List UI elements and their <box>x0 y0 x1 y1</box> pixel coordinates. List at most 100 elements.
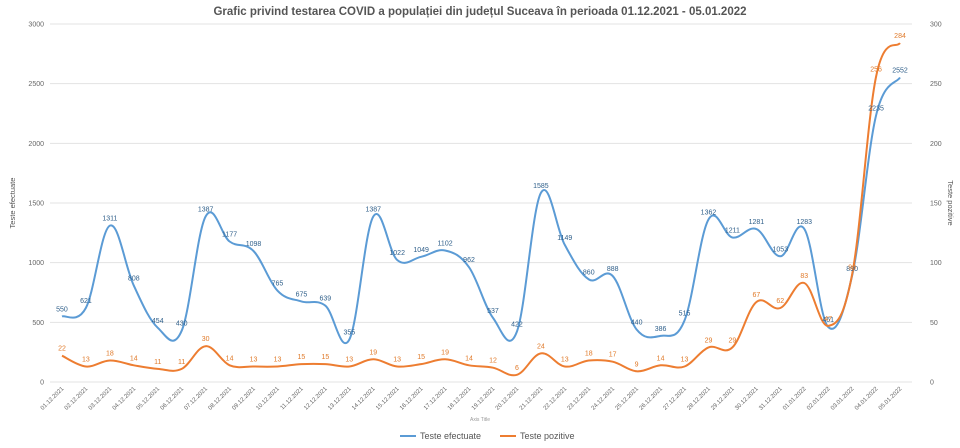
data-label: 1362 <box>701 209 717 216</box>
data-label: 515 <box>679 311 691 318</box>
x-axis-title: Axis Title <box>470 417 490 423</box>
data-label: 62 <box>776 298 784 305</box>
x-tick-label: 24.12.2021 <box>591 386 617 412</box>
data-label: 440 <box>631 319 643 326</box>
data-label: 15 <box>321 354 329 361</box>
x-tick-label: 12.12.2021 <box>303 386 329 412</box>
data-label: 13 <box>250 356 258 363</box>
x-tick-label: 26.12.2021 <box>639 386 665 412</box>
x-tick-label: 29.12.2021 <box>710 386 736 412</box>
x-tick-label: 01.12.2021 <box>40 386 66 412</box>
chart-title: Grafic privind testarea COVID a populați… <box>213 6 746 18</box>
x-tick-label: 07.12.2021 <box>184 386 210 412</box>
data-label: 19 <box>369 349 377 356</box>
x-tick-label: 20.12.2021 <box>495 386 521 412</box>
y2-tick-label: 150 <box>930 201 942 208</box>
data-label: 22 <box>58 346 66 353</box>
data-label: 19 <box>441 349 449 356</box>
x-tick-label: 18.12.2021 <box>447 386 473 412</box>
data-label: 1102 <box>438 240 453 247</box>
data-label: 2552 <box>892 67 908 74</box>
data-label: 14 <box>226 355 234 362</box>
data-label: 621 <box>80 298 92 305</box>
x-tick-label: 22.12.2021 <box>543 386 569 412</box>
x-tick-label: 16.12.2021 <box>399 386 425 412</box>
x-tick-label: 02.01.2022 <box>806 386 832 412</box>
data-label: 1211 <box>725 227 740 234</box>
data-label: 537 <box>487 308 499 315</box>
data-label: 14 <box>130 355 138 362</box>
x-axis-ticks: 01.12.202102.12.202103.12.202104.12.2021… <box>40 386 904 412</box>
data-label: 9 <box>635 361 639 368</box>
data-label: 6 <box>515 365 519 372</box>
data-label: 14 <box>465 355 473 362</box>
data-label: 430 <box>176 321 188 328</box>
data-label: 454 <box>152 318 164 325</box>
data-label: 808 <box>128 276 140 283</box>
data-label: 890 <box>846 266 858 273</box>
x-tick-label: 06.12.2021 <box>160 386 186 412</box>
y2-tick-label: 250 <box>930 81 942 88</box>
data-label: 888 <box>607 266 619 273</box>
y-tick-label: 3000 <box>28 22 44 29</box>
data-label: 47 <box>824 316 832 323</box>
y2-axis-title: Teste pozitive <box>946 180 955 225</box>
data-label: 13 <box>561 356 569 363</box>
data-label: 15 <box>298 354 306 361</box>
x-tick-label: 30.12.2021 <box>734 386 760 412</box>
data-label: 67 <box>752 292 760 299</box>
data-label: 12 <box>489 358 497 365</box>
x-tick-label: 17.12.2021 <box>423 386 449 412</box>
x-tick-label: 10.12.2021 <box>255 386 281 412</box>
right-axis-ticks: 0 50 100 150 200 250 300 <box>930 22 942 387</box>
x-tick-label: 05.12.2021 <box>136 386 162 412</box>
data-label: 550 <box>56 306 68 313</box>
x-tick-label: 02.12.2021 <box>64 386 90 412</box>
data-label: 1149 <box>557 235 572 242</box>
data-label: 1177 <box>222 232 237 239</box>
data-label: 1585 <box>533 183 549 190</box>
y2-tick-label: 200 <box>930 141 942 148</box>
data-label: 11 <box>178 359 185 366</box>
x-tick-label: 04.01.2022 <box>854 386 880 412</box>
x-tick-label: 13.12.2021 <box>327 386 353 412</box>
y2-tick-label: 50 <box>930 320 938 327</box>
x-tick-label: 21.12.2021 <box>519 386 545 412</box>
y-tick-label: 1500 <box>28 201 44 208</box>
data-label: 386 <box>655 326 667 333</box>
data-label: 1283 <box>796 219 812 226</box>
data-label: 18 <box>585 351 593 358</box>
x-tick-label: 25.12.2021 <box>615 386 641 412</box>
data-label: 29 <box>729 337 737 344</box>
data-label: 83 <box>800 273 808 280</box>
x-tick-label: 08.12.2021 <box>208 386 234 412</box>
data-label: 18 <box>106 351 114 358</box>
y-axis-title: Teste efectuate <box>8 178 17 229</box>
y-tick-label: 500 <box>32 320 44 327</box>
data-label: 1049 <box>413 247 429 254</box>
x-tick-label: 03.01.2022 <box>830 386 856 412</box>
x-tick-label: 27.12.2021 <box>662 386 688 412</box>
x-tick-label: 01.01.2022 <box>782 386 808 412</box>
data-label: 13 <box>681 356 689 363</box>
data-label: 1098 <box>246 241 262 248</box>
x-tick-label: 31.12.2021 <box>758 386 784 412</box>
data-label: 355 <box>343 330 355 337</box>
data-label: 90 <box>848 265 856 272</box>
data-label: 1022 <box>389 250 405 257</box>
data-label: 1281 <box>749 219 765 226</box>
left-axis-ticks: 0 500 1000 1500 2000 2500 3000 <box>28 22 44 387</box>
data-label: 2235 <box>868 105 884 112</box>
legend-entry: Teste efectuate <box>420 431 481 441</box>
x-tick-label: 23.12.2021 <box>567 386 593 412</box>
data-label: 13 <box>82 356 90 363</box>
x-tick-label: 09.12.2021 <box>231 386 257 412</box>
data-label: 14 <box>657 355 665 362</box>
data-label: 639 <box>320 296 332 303</box>
data-label: 17 <box>609 352 617 359</box>
y2-tick-label: 300 <box>930 22 942 29</box>
data-label: 13 <box>274 356 282 363</box>
data-label: 461 <box>822 317 834 324</box>
